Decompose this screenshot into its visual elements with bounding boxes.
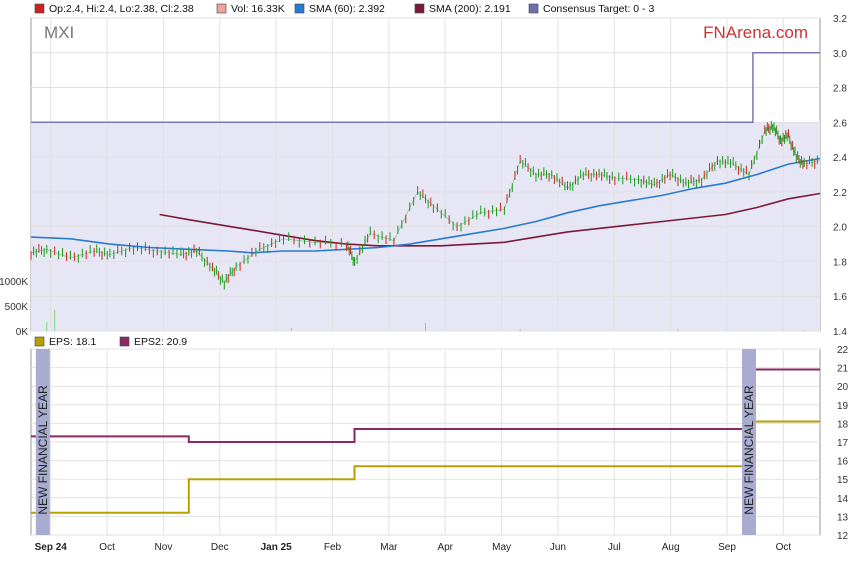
legend-swatch [34,3,45,14]
x-tick-label: Oct [99,542,115,553]
series-price [30,125,821,283]
price-tick-label: 1.6 [833,292,847,303]
ticker-label: MXI [44,23,74,42]
price-tick-label: 2.0 [833,223,847,234]
eps-tick-label: 21 [837,364,849,375]
x-tick-label: Mar [380,542,398,553]
legend-label: EPS: 18.1 [49,336,96,348]
series-sma200 [159,192,821,247]
eps-tick-label: 13 [837,512,849,523]
series-consensus-target [31,52,820,124]
legend-label: EPS2: 20.9 [134,336,187,348]
eps-tick-label: 15 [837,475,849,486]
price-tick-label: 1.8 [833,257,847,268]
eps-tick-label: 18 [837,419,849,430]
price-tick-label: 3.0 [833,49,847,60]
volume-tick-label: 0K [16,327,29,338]
eps-tick-label: 16 [837,457,849,468]
financial-year-label: NEW FINANCIAL YEAR [36,385,50,515]
legend-label: Consensus Target: 0 - 3 [543,3,654,15]
financial-year-label: NEW FINANCIAL YEAR [742,385,756,515]
eps-tick-label: 14 [837,494,849,505]
legend-label: SMA (60): 2.392 [309,3,385,15]
x-tick-label: Sep [718,542,736,553]
price-tick-label: 3.2 [833,14,847,25]
legend-swatch [414,3,425,14]
eps-tick-label: 22 [837,345,849,356]
legend-label: SMA (200): 2.191 [429,3,511,15]
x-tick-label: Nov [155,542,173,553]
x-tick-label: Feb [324,542,342,553]
eps-tick-label: 20 [837,382,849,393]
eps-tick-label: 19 [837,401,849,412]
price-tick-label: 2.8 [833,84,847,95]
legend-swatch [34,336,45,347]
price-tick-label: 2.4 [833,153,847,164]
volume-tick-label: 1000K [0,277,28,288]
eps-tick-label: 17 [837,438,849,449]
x-tick-label: Oct [776,542,792,553]
x-tick-label: Jan 25 [261,542,293,553]
legend-swatch [119,336,130,347]
legend-swatch [528,3,539,14]
eps-tick-label: 12 [837,531,849,542]
legend-label: Vol: 16.33K [231,3,285,15]
x-tick-label: Dec [211,542,229,553]
x-tick-label: Jul [608,542,621,553]
price-tick-label: 2.6 [833,118,847,129]
x-tick-label: May [492,542,511,553]
x-tick-label: Aug [662,542,680,553]
price-tick-label: 1.4 [833,327,847,338]
x-tick-label: Jun [550,542,566,553]
legend-swatch [216,3,227,14]
legend-swatch [294,3,305,14]
x-tick-label: Sep 24 [35,542,68,553]
volume-tick-label: 500K [5,302,29,313]
watermark: FNArena.com [703,23,808,42]
financial-year-marker [741,349,756,535]
legend-label: Op:2.4, Hi:2.4, Lo:2.38, Cl:2.38 [49,3,194,15]
x-tick-label: Apr [437,542,453,553]
financial-year-marker [35,349,50,535]
price-tick-label: 2.2 [833,188,847,199]
